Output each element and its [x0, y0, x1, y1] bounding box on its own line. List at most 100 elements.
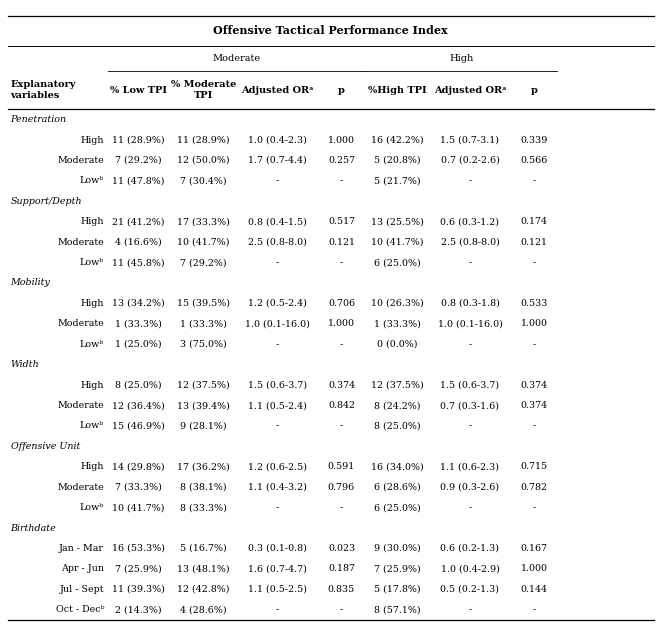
Text: Lowᵇ: Lowᵇ: [80, 176, 104, 186]
Text: 8 (38.1%): 8 (38.1%): [180, 482, 227, 492]
Text: % Moderate
TPI: % Moderate TPI: [171, 80, 236, 100]
Text: Support/Depth: Support/Depth: [11, 197, 82, 206]
Text: p: p: [530, 86, 537, 94]
Text: 0.023: 0.023: [328, 544, 355, 553]
Text: %High TPI: %High TPI: [368, 86, 426, 94]
Text: 0.842: 0.842: [328, 401, 355, 410]
Text: -: -: [276, 340, 279, 349]
Text: Lowᵇ: Lowᵇ: [80, 503, 104, 512]
Text: -: -: [276, 258, 279, 267]
Text: 3 (75.0%): 3 (75.0%): [180, 340, 227, 349]
Text: -: -: [276, 605, 279, 614]
Text: -: -: [340, 340, 343, 349]
Text: 4 (28.6%): 4 (28.6%): [180, 605, 227, 614]
Text: 17 (36.2%): 17 (36.2%): [177, 462, 230, 471]
Text: -: -: [468, 258, 472, 267]
Text: 0.121: 0.121: [520, 238, 547, 247]
Text: -: -: [340, 421, 343, 431]
Text: 1.2 (0.6-2.5): 1.2 (0.6-2.5): [248, 462, 307, 471]
Text: 5 (17.8%): 5 (17.8%): [374, 585, 420, 594]
Text: 1.5 (0.6-3.7): 1.5 (0.6-3.7): [440, 381, 499, 389]
Text: 7 (33.3%): 7 (33.3%): [115, 482, 162, 492]
Text: 13 (34.2%): 13 (34.2%): [112, 299, 165, 308]
Text: 12 (37.5%): 12 (37.5%): [177, 381, 230, 389]
Text: 16 (53.3%): 16 (53.3%): [112, 544, 165, 553]
Text: 0.374: 0.374: [520, 401, 547, 410]
Text: 1.000: 1.000: [520, 564, 547, 574]
Text: 17 (33.3%): 17 (33.3%): [177, 217, 230, 226]
Text: Adjusted ORᵃ: Adjusted ORᵃ: [241, 86, 314, 94]
Text: 0.6 (0.2-1.3): 0.6 (0.2-1.3): [440, 544, 499, 553]
Text: 2.5 (0.8-8.0): 2.5 (0.8-8.0): [441, 238, 499, 247]
Text: 1.7 (0.7-4.4): 1.7 (0.7-4.4): [248, 156, 307, 165]
Text: 0.187: 0.187: [328, 564, 355, 574]
Text: 15 (46.9%): 15 (46.9%): [112, 421, 165, 431]
Text: 1.5 (0.6-3.7): 1.5 (0.6-3.7): [248, 381, 307, 389]
Text: 2.5 (0.8-8.0): 2.5 (0.8-8.0): [248, 238, 307, 247]
Text: Birthdate: Birthdate: [11, 524, 57, 532]
Text: -: -: [340, 605, 343, 614]
Text: 4 (16.6%): 4 (16.6%): [115, 238, 162, 247]
Text: 13 (39.4%): 13 (39.4%): [177, 401, 230, 410]
Text: Lowᵇ: Lowᵇ: [80, 258, 104, 267]
Text: 1 (25.0%): 1 (25.0%): [116, 340, 162, 349]
Text: 0.9 (0.3-2.6): 0.9 (0.3-2.6): [440, 482, 499, 492]
Text: 15 (39.5%): 15 (39.5%): [177, 299, 230, 308]
Text: -: -: [532, 340, 535, 349]
Text: -: -: [340, 503, 343, 512]
Text: 0.533: 0.533: [520, 299, 547, 308]
Text: 0.7 (0.2-2.6): 0.7 (0.2-2.6): [441, 156, 499, 165]
Text: 2 (14.3%): 2 (14.3%): [116, 605, 162, 614]
Text: 10 (26.3%): 10 (26.3%): [371, 299, 424, 308]
Text: 7 (30.4%): 7 (30.4%): [180, 176, 227, 186]
Text: -: -: [468, 605, 472, 614]
Text: 11 (28.9%): 11 (28.9%): [112, 136, 165, 144]
Text: -: -: [532, 605, 535, 614]
Text: 11 (47.8%): 11 (47.8%): [112, 176, 165, 186]
Text: 10 (41.7%): 10 (41.7%): [112, 503, 165, 512]
Text: -: -: [468, 176, 472, 186]
Text: Oct - Decᵇ: Oct - Decᵇ: [56, 605, 104, 614]
Text: Width: Width: [11, 360, 39, 369]
Text: 21 (41.2%): 21 (41.2%): [112, 217, 165, 226]
Text: % Low TPI: % Low TPI: [110, 86, 167, 94]
Text: 0.782: 0.782: [520, 482, 547, 492]
Text: 9 (30.0%): 9 (30.0%): [374, 544, 420, 553]
Text: Penetration: Penetration: [11, 115, 66, 124]
Text: 1 (33.3%): 1 (33.3%): [180, 319, 227, 328]
Text: 0.835: 0.835: [328, 585, 355, 594]
Text: 16 (42.2%): 16 (42.2%): [371, 136, 424, 144]
Text: 0.591: 0.591: [328, 462, 355, 471]
Text: 0.144: 0.144: [520, 585, 547, 594]
Text: 1.6 (0.7-4.7): 1.6 (0.7-4.7): [248, 564, 307, 574]
Text: 0.566: 0.566: [520, 156, 547, 165]
Text: 0.174: 0.174: [520, 217, 547, 226]
Text: 0.6 (0.3-1.2): 0.6 (0.3-1.2): [440, 217, 499, 226]
Text: 1 (33.3%): 1 (33.3%): [374, 319, 420, 328]
Text: 8 (57.1%): 8 (57.1%): [374, 605, 420, 614]
Text: Jul - Sept: Jul - Sept: [60, 585, 104, 594]
Text: 0.257: 0.257: [328, 156, 355, 165]
Text: -: -: [532, 258, 535, 267]
Text: -: -: [532, 421, 535, 431]
Text: 0.374: 0.374: [328, 381, 355, 389]
Text: 11 (28.9%): 11 (28.9%): [177, 136, 229, 144]
Text: 8 (33.3%): 8 (33.3%): [180, 503, 227, 512]
Text: 1.0 (0.1-16.0): 1.0 (0.1-16.0): [245, 319, 310, 328]
Text: 1.000: 1.000: [328, 136, 355, 144]
Text: 0.796: 0.796: [328, 482, 355, 492]
Text: 8 (25.0%): 8 (25.0%): [374, 421, 420, 431]
Text: High: High: [81, 217, 104, 226]
Text: 8 (24.2%): 8 (24.2%): [374, 401, 420, 410]
Text: 5 (16.7%): 5 (16.7%): [180, 544, 227, 553]
Text: High: High: [81, 136, 104, 144]
Text: -: -: [340, 258, 343, 267]
Text: Lowᵇ: Lowᵇ: [80, 421, 104, 431]
Text: High: High: [81, 299, 104, 308]
Text: -: -: [276, 176, 279, 186]
Text: 13 (25.5%): 13 (25.5%): [371, 217, 424, 226]
Text: 0.7 (0.3-1.6): 0.7 (0.3-1.6): [440, 401, 499, 410]
Text: 0.374: 0.374: [520, 381, 547, 389]
Text: 7 (25.9%): 7 (25.9%): [115, 564, 162, 574]
Text: 1.1 (0.5-2.4): 1.1 (0.5-2.4): [248, 401, 307, 410]
